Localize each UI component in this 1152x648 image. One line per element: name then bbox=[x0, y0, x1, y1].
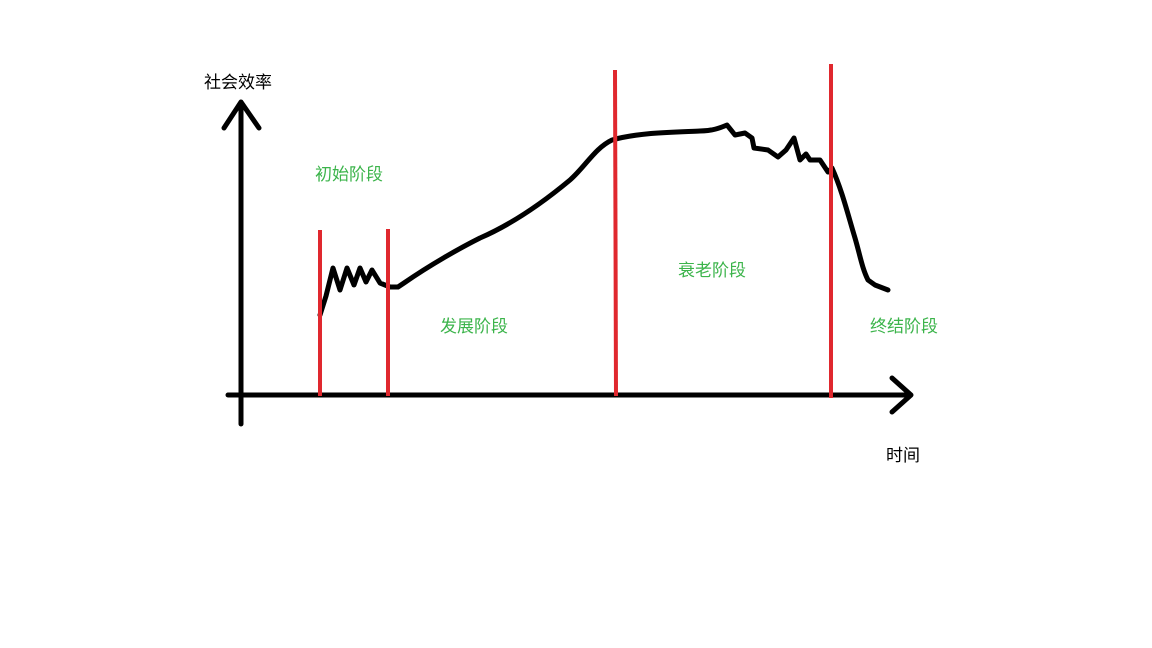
stage-divider-3 bbox=[613, 69, 618, 397]
stage-label-final: 终结阶段 bbox=[870, 317, 938, 337]
x-axis-arrowhead bbox=[889, 375, 914, 415]
efficiency-curve bbox=[317, 122, 891, 318]
stage-label-development: 发展阶段 bbox=[440, 317, 508, 337]
y-axis-label: 社会效率 bbox=[204, 73, 272, 93]
y-axis-arrowhead bbox=[221, 99, 262, 131]
stage-label-initial: 初始阶段 bbox=[315, 165, 383, 185]
stage-label-aging: 衰老阶段 bbox=[678, 261, 746, 281]
x-axis-label: 时间 bbox=[886, 446, 920, 466]
